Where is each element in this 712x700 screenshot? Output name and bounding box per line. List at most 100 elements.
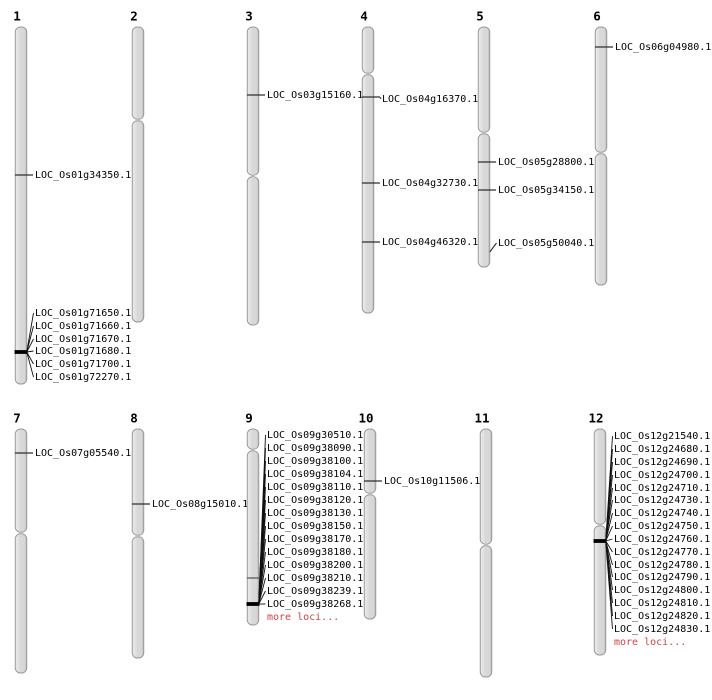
locus-label[interactable]: LOC_Os09g38210.1: [267, 573, 363, 584]
chromosome-5-number: 5: [476, 9, 484, 24]
chromosome-9: 9 LOC_Os09g30510.1 LOC_Os09g38090.1 LOC_Os0…: [245, 411, 363, 626]
chromosome-10-number: 10: [358, 411, 373, 426]
locus-label[interactable]: LOC_Os12g24750.1: [614, 521, 710, 532]
locus-label[interactable]: LOC_Os09g38130.1: [267, 508, 363, 519]
locus-label[interactable]: LOC_Os09g38170.1: [267, 534, 363, 545]
fan-leader-line: [605, 512, 613, 542]
fan-leader-line: [26, 350, 34, 353]
chromosome-9-arm-1: [246, 428, 260, 450]
chromosome-3-number: 3: [245, 9, 253, 24]
chromosome-9-number: 9: [245, 411, 253, 426]
locus-label[interactable]: LOC_Os05g50040.1: [498, 238, 594, 249]
locus-label[interactable]: LOC_Os04g32730.1: [382, 178, 478, 189]
locus-cluster-band: [246, 602, 260, 606]
locus-label[interactable]: LOC_Os12g24710.1: [614, 483, 710, 494]
locus-label[interactable]: LOC_Os09g38104.1: [267, 469, 363, 480]
locus-label[interactable]: LOC_Os12g24700.1: [614, 470, 710, 481]
locus-label[interactable]: LOC_Os12g24810.1: [614, 598, 710, 609]
chromosome-8-number: 8: [130, 411, 138, 426]
locus-label[interactable]: LOC_Os09g38100.1: [267, 456, 363, 467]
locus-label[interactable]: LOC_Os01g71680.1: [35, 346, 131, 357]
chromosome-11-arm-1: [479, 428, 493, 545]
locus-label[interactable]: LOC_Os05g28800.1: [498, 157, 594, 168]
fan-leader-line: [605, 540, 613, 630]
locus-label[interactable]: LOC_Os01g72270.1: [35, 372, 131, 383]
chromosome-2: 2: [130, 9, 145, 323]
fan-leader-line: [605, 540, 613, 553]
chromosome-1-number: 1: [13, 9, 21, 24]
chromosome-1-arm-1: [14, 26, 28, 385]
locus-label[interactable]: LOC_Os01g71650.1: [35, 308, 131, 319]
chromosome-11: 11: [474, 411, 493, 678]
chromosome-7-number: 7: [13, 411, 21, 426]
locus-label[interactable]: LOC_Os12g24760.1: [614, 534, 710, 545]
chromosome-4-arm-2: [361, 74, 375, 314]
locus-label[interactable]: LOC_Os09g38110.1: [267, 482, 363, 493]
chromosome-6-arm-1: [594, 26, 608, 153]
locus-label[interactable]: LOC_Os12g24680.1: [614, 444, 710, 455]
locus-cluster-band: [593, 539, 607, 543]
locus-label[interactable]: LOC_Os12g24830.1: [614, 624, 710, 635]
locus-label[interactable]: LOC_Os09g38090.1: [267, 443, 363, 454]
fan-leader-line: [605, 525, 613, 542]
locus-label[interactable]: LOC_Os12g24690.1: [614, 457, 710, 468]
more-loci-link[interactable]: more loci...: [267, 612, 339, 623]
chromosome-6-number: 6: [593, 9, 601, 24]
fan-leader-line: [605, 538, 613, 542]
locus-label[interactable]: LOC_Os06g04980.1: [615, 42, 711, 53]
locus-label[interactable]: LOC_Os04g16370.1: [382, 94, 478, 105]
locus-label[interactable]: LOC_Os09g38120.1: [267, 495, 363, 506]
locus-label[interactable]: LOC_Os08g15010.1: [152, 499, 248, 510]
locus-label[interactable]: LOC_Os12g24770.1: [614, 547, 710, 558]
chromosome-3-arm-2: [246, 176, 260, 326]
chromosome-5: 5 LOC_Os05g28800.1 LOC_Os05g34150.1 LOC_Os0…: [476, 9, 594, 268]
locus-label[interactable]: LOC_Os12g24800.1: [614, 585, 710, 596]
locus-label[interactable]: LOC_Os10g11506.1: [384, 476, 480, 487]
locus-label[interactable]: LOC_Os01g34350.1: [35, 170, 131, 181]
chromosome-12: 12 LOC_Os12g21540.1 LOC_Os12g24680.1 LOC_Os…: [588, 411, 710, 656]
chromosome-5-arm-1: [477, 26, 491, 133]
locus-label[interactable]: LOC_Os12g24790.1: [614, 572, 710, 583]
locus-label[interactable]: LOC_Os12g24730.1: [614, 495, 710, 506]
chromosome-2-arm-1: [131, 26, 145, 120]
chromosome-12-arm-2: [593, 525, 607, 656]
locus-label[interactable]: LOC_Os05g34150.1: [498, 185, 594, 196]
chromosome-12-arm-1: [593, 428, 607, 525]
locus-label[interactable]: LOC_Os12g24780.1: [614, 560, 710, 571]
chromosome-10: 10 LOC_Os10g11506.1: [358, 411, 480, 620]
fan-leader-line: [605, 499, 613, 542]
locus-label[interactable]: LOC_Os04g46320.1: [382, 237, 478, 248]
locus-label[interactable]: LOC_Os12g24740.1: [614, 508, 710, 519]
locus-leader-line: [379, 96, 382, 100]
locus-label[interactable]: LOC_Os09g38200.1: [267, 560, 363, 571]
fan-leader-line: [26, 312, 34, 353]
locus-label[interactable]: LOC_Os03g15160.1: [267, 90, 363, 101]
locus-label[interactable]: LOC_Os12g24820.1: [614, 611, 710, 622]
chromosome-3: 3 LOC_Os03g15160.1: [245, 9, 363, 326]
chromosome-5-arm-2: [477, 133, 491, 268]
chromosome-11-number: 11: [474, 411, 489, 426]
locus-label[interactable]: LOC_Os09g38268.1: [267, 599, 363, 610]
locus-label[interactable]: LOC_Os09g38180.1: [267, 547, 363, 558]
chromosome-7: 7 LOC_Os07g05540.1: [13, 411, 131, 674]
locus-label[interactable]: LOC_Os12g21540.1: [614, 431, 710, 442]
chromosome-10-arm-2: [363, 494, 377, 620]
fan-leader-line: [258, 577, 266, 605]
locus-cluster-band: [14, 350, 28, 354]
more-loci-link[interactable]: more loci...: [614, 637, 686, 648]
locus-label[interactable]: LOC_Os01g71660.1: [35, 321, 131, 332]
locus-label[interactable]: LOC_Os07g05540.1: [35, 448, 131, 459]
locus-label[interactable]: LOC_Os01g71670.1: [35, 334, 131, 345]
fan-leader-line: [26, 351, 34, 378]
locus-label[interactable]: LOC_Os01g71700.1: [35, 359, 131, 370]
chromosome-11-arm-2: [479, 545, 493, 678]
locus-label[interactable]: LOC_Os09g30510.1: [267, 430, 363, 441]
chromosome-6: 6 LOC_Os06g04980.1: [593, 9, 711, 286]
chromosome-4-arm-1: [361, 26, 375, 74]
chromosome-9-arm-2: [246, 450, 260, 626]
chromosome-2-number: 2: [130, 9, 138, 24]
locus-label[interactable]: LOC_Os09g38239.1: [267, 586, 363, 597]
locus-label[interactable]: LOC_Os09g38150.1: [267, 521, 363, 532]
